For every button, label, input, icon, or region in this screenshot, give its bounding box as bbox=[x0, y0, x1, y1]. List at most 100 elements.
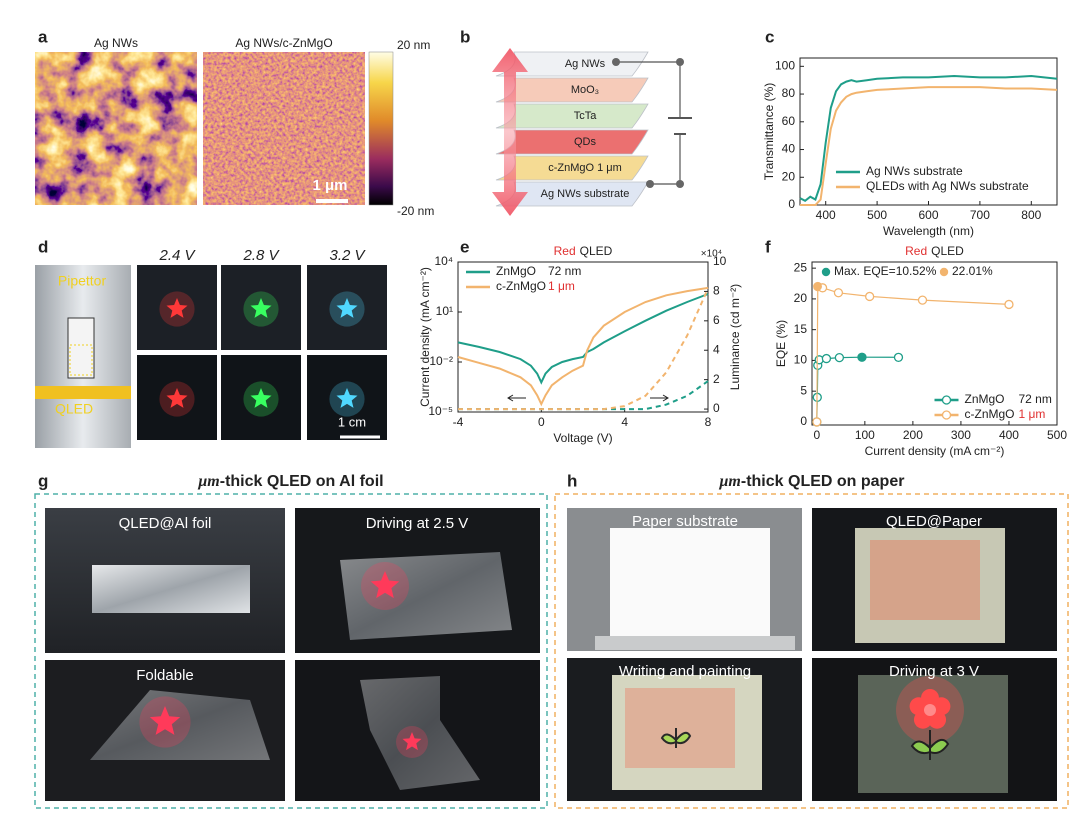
y-tick-label: 0 bbox=[788, 197, 795, 211]
x-tick-label: 600 bbox=[918, 208, 938, 222]
plot-frame bbox=[457, 261, 709, 413]
series-line bbox=[457, 286, 709, 407]
x-tick-label: 700 bbox=[970, 208, 990, 222]
photo-caption: Foldable bbox=[136, 667, 194, 684]
y-tick-label: 10⁴ bbox=[434, 254, 453, 268]
image-title: Ag NWs bbox=[94, 36, 138, 50]
colorbar-label: -20 nm bbox=[397, 204, 434, 218]
title-text: -thick QLED on Al foil bbox=[220, 473, 384, 490]
flower bbox=[896, 676, 964, 744]
y-tick-label: 10⁻⁵ bbox=[428, 404, 453, 418]
y2-tick-label: 6 bbox=[713, 313, 720, 327]
title-text: QLED bbox=[580, 244, 613, 258]
scale-bar-label: 1 μm bbox=[312, 177, 347, 194]
legend-note: 72 nm bbox=[548, 264, 581, 278]
x-axis-label: Current density (mA cm⁻²) bbox=[865, 444, 1005, 458]
axis-multiplier: ×10⁴ bbox=[701, 249, 722, 260]
legend-entry: Ag NWs substrate bbox=[866, 164, 963, 178]
title-unit: μm bbox=[197, 473, 219, 490]
ruler bbox=[595, 636, 795, 650]
panel-label: b bbox=[460, 27, 470, 46]
y-tick-label: 5 bbox=[800, 383, 807, 397]
highlight-label: Max. EQE=10.52% bbox=[834, 264, 937, 278]
colorbar bbox=[368, 51, 394, 206]
star bbox=[149, 706, 181, 735]
panel-label: h bbox=[567, 471, 577, 490]
legend-name: c-ZnMgO bbox=[965, 407, 1015, 421]
legend-name: c-ZnMgO bbox=[496, 279, 546, 293]
legend-note: 1 μm bbox=[1019, 407, 1046, 421]
data-point bbox=[833, 288, 844, 298]
image-title: Ag NWs/c-ZnMgO bbox=[235, 36, 332, 50]
axis-arrow bbox=[507, 394, 526, 402]
star bbox=[336, 388, 358, 408]
layer bbox=[495, 103, 649, 129]
electrode bbox=[646, 180, 654, 188]
y2-tick-label: 8 bbox=[713, 284, 720, 298]
legend-entry: QLEDs with Ag NWs substrate bbox=[866, 179, 1029, 193]
panel-frame bbox=[554, 493, 1069, 809]
voltage-label: 2.8 V bbox=[242, 247, 280, 264]
photo-caption: Driving at 3 V bbox=[889, 663, 979, 680]
x-tick-label: 200 bbox=[903, 428, 923, 442]
star bbox=[166, 298, 188, 318]
y-tick-label: 25 bbox=[794, 260, 808, 274]
x-tick-label: 400 bbox=[999, 428, 1019, 442]
chart-title: Red QLED bbox=[905, 244, 964, 258]
y-tick-label: 40 bbox=[782, 142, 796, 156]
y2-tick-label: 0 bbox=[713, 401, 720, 415]
data-point bbox=[864, 291, 875, 302]
legend-note: 72 nm bbox=[1019, 392, 1052, 406]
colorbar-label: 20 nm bbox=[397, 38, 430, 52]
photo-label: QLED bbox=[55, 401, 93, 417]
title-text: QLED bbox=[931, 244, 964, 258]
qled-area bbox=[625, 688, 735, 768]
al-foil bbox=[92, 565, 250, 613]
afm-image bbox=[35, 52, 197, 205]
voltage-label: 3.2 V bbox=[329, 247, 366, 264]
electrode bbox=[676, 180, 684, 188]
qled-strip bbox=[35, 386, 131, 399]
legend-entry: ZnMgO 72 nm bbox=[496, 264, 581, 278]
highlight-label: 22.01% bbox=[952, 264, 993, 278]
title-prefix: Red bbox=[554, 244, 576, 258]
series-line bbox=[457, 293, 709, 385]
star bbox=[402, 732, 422, 751]
legend-name: QLEDs with Ag NWs substrate bbox=[866, 179, 1029, 193]
layer-label: Ag NWs bbox=[565, 58, 606, 70]
title-prefix: Red bbox=[905, 244, 927, 258]
electrode bbox=[676, 58, 684, 66]
title-unit: μm bbox=[719, 473, 741, 490]
star bbox=[250, 298, 272, 318]
series-line bbox=[800, 86, 1058, 206]
scale-bar-label: 1 cm bbox=[338, 414, 366, 429]
photo-caption: Writing and painting bbox=[619, 663, 751, 680]
legend-entry: c-ZnMgO 1 μm bbox=[496, 279, 575, 293]
layer-label: QDs bbox=[574, 136, 597, 148]
panel-label: a bbox=[38, 27, 48, 46]
al-foil bbox=[360, 676, 480, 790]
legend-entry: c-ZnMgO 1 μm bbox=[965, 407, 1046, 421]
layer-stack: Ag NWs MoO₃ TcTa QDs c-ZnMgO 1 μm Ag NWs subs… bbox=[495, 51, 649, 207]
al-foil bbox=[340, 552, 512, 640]
drawing bbox=[660, 728, 692, 748]
x-tick-label: 8 bbox=[705, 415, 712, 429]
x-tick-label: 4 bbox=[621, 415, 628, 429]
layer-label: c-ZnMgO 1 μm bbox=[548, 162, 622, 174]
x-tick-label: 500 bbox=[1047, 428, 1067, 442]
series-line bbox=[458, 380, 709, 411]
layer-label: TcTa bbox=[574, 110, 598, 122]
electrode bbox=[612, 58, 620, 66]
legend-note: 1 μm bbox=[548, 279, 575, 293]
panel-title: μm-thick QLED on paper bbox=[719, 473, 905, 491]
data-point bbox=[1004, 299, 1014, 310]
star bbox=[336, 298, 358, 318]
title-text: -thick QLED on paper bbox=[741, 473, 905, 490]
layer-label: MoO₃ bbox=[571, 84, 599, 96]
y-tick-label: 0 bbox=[800, 414, 807, 428]
panel-label: c bbox=[765, 27, 774, 46]
y-tick-label: 20 bbox=[782, 169, 796, 183]
x-tick-label: -4 bbox=[453, 415, 464, 429]
y2-tick-label: 10 bbox=[713, 254, 727, 268]
